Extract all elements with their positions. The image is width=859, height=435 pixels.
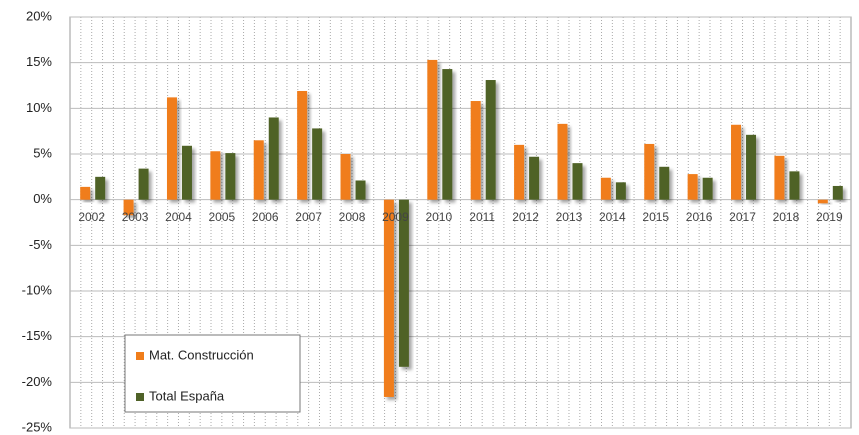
y-tick-label: 10% — [26, 100, 52, 115]
bar — [687, 174, 698, 200]
x-tick-label: 2003 — [122, 210, 149, 224]
x-tick-label: 2015 — [642, 210, 669, 224]
x-tick-label: 2010 — [425, 210, 452, 224]
bar — [774, 155, 785, 200]
y-tick-label: -10% — [22, 282, 53, 297]
bar — [398, 199, 409, 367]
bar — [644, 143, 655, 200]
bar — [166, 97, 177, 200]
legend-label: Mat. Construcción — [149, 347, 254, 362]
bar — [789, 171, 800, 200]
x-tick-label: 2007 — [295, 210, 322, 224]
bar — [600, 177, 611, 200]
bar — [817, 199, 828, 204]
bar — [297, 90, 308, 200]
bar — [383, 199, 394, 397]
bar — [427, 59, 438, 200]
y-tick-label: 20% — [26, 8, 52, 23]
legend-swatch — [136, 393, 144, 401]
legend-swatch — [136, 352, 144, 360]
y-tick-label: 15% — [26, 54, 52, 69]
x-tick-label: 2008 — [339, 210, 366, 224]
y-tick-label: 0% — [33, 191, 52, 206]
bar — [210, 151, 221, 200]
x-tick-label: 2002 — [78, 210, 105, 224]
x-tick-label: 2019 — [816, 210, 843, 224]
y-tick-label: 5% — [33, 145, 52, 160]
bar — [572, 163, 583, 200]
legend-label: Total España — [149, 388, 225, 403]
bar — [181, 145, 192, 200]
bar — [702, 177, 713, 200]
x-tick-label: 2014 — [599, 210, 626, 224]
bar — [123, 199, 134, 216]
bar — [312, 128, 323, 200]
bar — [355, 180, 366, 200]
x-tick-label: 2006 — [252, 210, 279, 224]
y-tick-label: -5% — [29, 237, 53, 252]
bar — [514, 144, 525, 200]
bar — [95, 176, 106, 200]
bar — [832, 185, 843, 200]
bar — [138, 168, 149, 200]
bar — [253, 140, 264, 200]
bar — [557, 123, 568, 200]
x-tick-label: 2013 — [556, 210, 583, 224]
legend-box — [124, 334, 301, 413]
bar — [268, 117, 279, 200]
x-tick-label: 2016 — [686, 210, 713, 224]
bar — [485, 80, 496, 200]
bar — [80, 186, 91, 200]
x-tick-label: 2017 — [729, 210, 756, 224]
x-tick-label: 2018 — [773, 210, 800, 224]
bar — [746, 134, 757, 200]
y-tick-label: -20% — [22, 374, 53, 389]
bar — [340, 154, 351, 200]
x-tick-label: 2012 — [512, 210, 539, 224]
bar — [615, 182, 626, 200]
x-tick-label: 2009 — [382, 210, 409, 224]
bar — [659, 166, 670, 200]
bar — [529, 156, 540, 200]
x-tick-label: 2005 — [209, 210, 236, 224]
bar — [225, 153, 236, 200]
x-tick-label: 2004 — [165, 210, 192, 224]
y-tick-label: -25% — [22, 419, 53, 434]
x-tick-label: 2011 — [469, 210, 495, 224]
bar — [442, 69, 453, 200]
bar — [470, 101, 481, 200]
y-tick-label: -15% — [22, 328, 53, 343]
bar — [731, 124, 742, 200]
